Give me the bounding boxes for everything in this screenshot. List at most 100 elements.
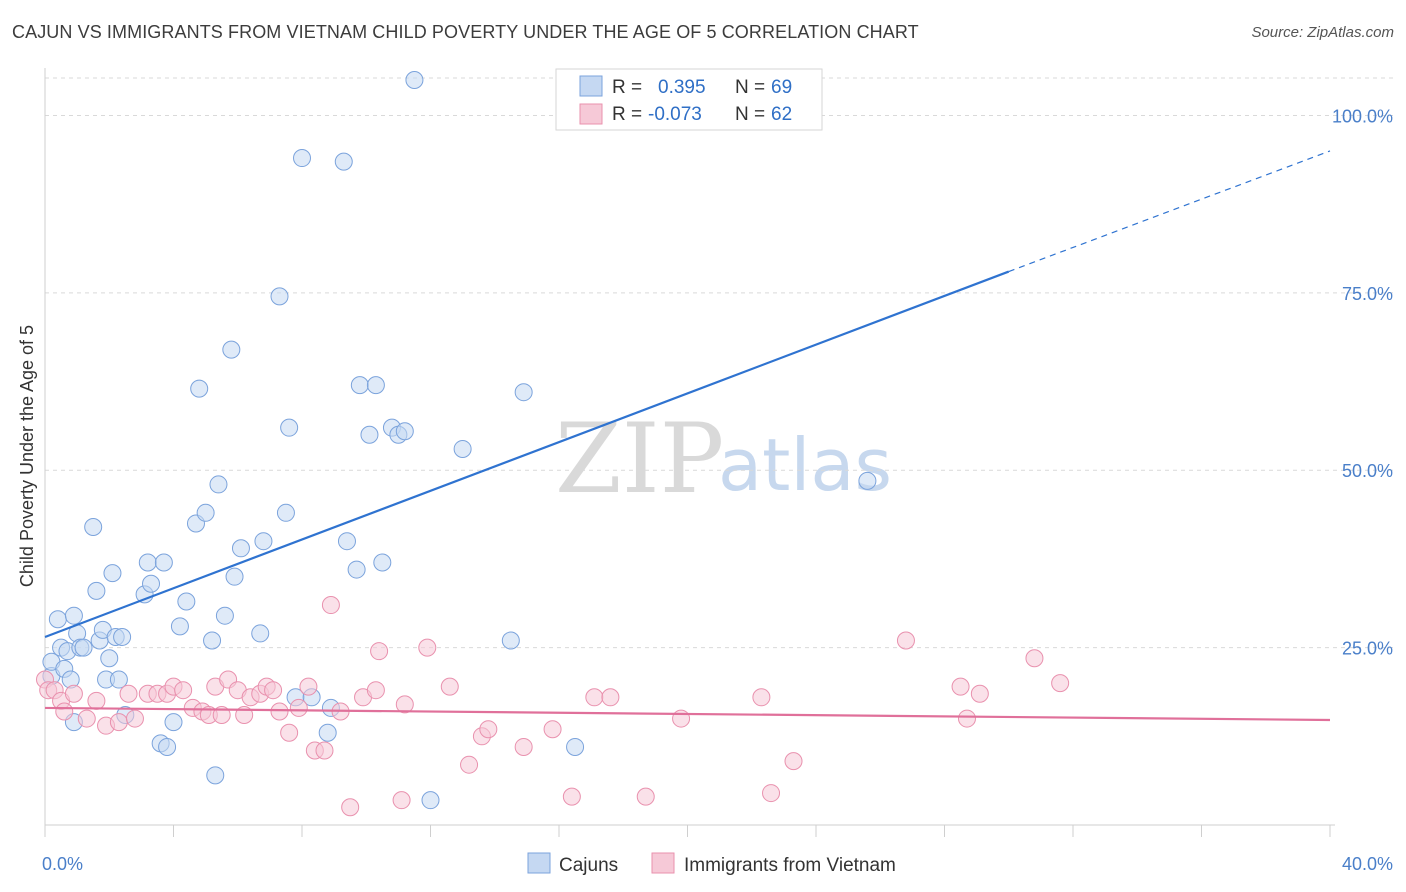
cajun-point [334,152,353,171]
cajun-point [177,592,196,611]
vietnam-point [366,681,385,700]
bottom-legend-label-cajun: Cajuns [559,855,618,876]
vietnam-point [601,688,620,707]
watermark-zip: ZIP [555,403,724,515]
vietnam-point [119,684,138,703]
cajun-point [276,503,295,522]
cajun-point [48,610,67,629]
legend-swatch-cajun [579,75,603,97]
cajun-point [270,287,289,306]
cajun-point [566,737,585,756]
vietnam-point [125,709,144,728]
legend-n-label-vietnam: N = [735,104,765,125]
legend-n-value-cajun: 69 [771,77,792,98]
cajun-trend-extension [1008,150,1331,273]
legend-r-value-vietnam: -0.073 [648,104,702,125]
vietnam-point [418,638,437,657]
vietnam-point [370,642,389,661]
grid-lines [45,77,1395,649]
cajun-point [347,560,366,579]
bottom-legend-label-vietnam: Immigrants from Vietnam [684,855,896,876]
cajun-point [453,439,472,458]
cajun-point [337,532,356,551]
cajun-point [225,567,244,586]
vietnam-point [672,709,691,728]
vietnam-point [77,709,96,728]
cajun-point [87,581,106,600]
x-tick-label: 0.0% [42,854,83,874]
vietnam-point [341,798,360,817]
cajun-point [215,606,234,625]
vietnam-point [212,706,231,725]
cajun-point [113,627,132,646]
vietnam-point [392,791,411,810]
vietnam-trend-line [44,706,1331,722]
cajun-point [254,532,273,551]
x-tick-label: 40.0% [1342,854,1393,874]
vietnam-point [460,755,479,774]
cajun-point [154,553,173,572]
bottom-legend-swatch-cajun [527,852,551,874]
legend-r-label-cajun: R = [612,77,642,98]
cajun-point [360,425,379,444]
cajun-point [405,71,424,89]
vietnam-point [762,784,781,803]
bottom-legend-swatch-vietnam [651,852,675,874]
legend-r-value-cajun: 0.395 [658,77,706,98]
cajun-point [109,670,128,689]
cajun-trend-line [44,270,1010,639]
vietnam-point [174,681,193,700]
legend-n-value-vietnam: 62 [771,104,792,125]
vietnam-point [1051,674,1070,693]
y-tick-label: 100.0% [1332,106,1393,126]
cajun-point [373,553,392,572]
cajun-point [421,791,440,810]
vietnam-point [970,684,989,703]
cajun-point [366,376,385,395]
legend-r-label-vietnam: R = [612,104,642,125]
cajun-point [190,379,209,398]
y-tick-label: 75.0% [1342,284,1393,304]
cajun-point [209,475,228,494]
cajun-point [203,631,222,650]
axes [44,68,1335,837]
y-tick-label: 25.0% [1342,639,1393,659]
source-label: Source: ZipAtlas.com [1251,24,1394,41]
vietnam-point [395,695,414,714]
y-tick-labels: 25.0% 50.0% 75.0% 100.0% [1332,106,1393,658]
vietnam-point [951,677,970,696]
vietnam-point [514,737,533,756]
vietnam-point [55,702,74,721]
vietnam-point [636,787,655,806]
vietnam-point [321,596,340,615]
vietnam-point [479,720,498,739]
x-tick-labels: 0.0% 40.0% [42,854,1393,874]
vietnam-point [87,691,106,710]
vietnam-point [896,631,915,650]
chart-title: CAJUN VS IMMIGRANTS FROM VIETNAM CHILD P… [12,22,919,42]
cajun-point [100,649,119,668]
correlation-legend: R = 0.395 N = 69 R = -0.073 N = 62 [555,68,823,131]
cajun-point [280,418,299,437]
legend-n-label-cajun: N = [735,77,765,98]
vietnam-point [752,688,771,707]
cajun-point [395,422,414,441]
vietnam-point [440,677,459,696]
vietnam-point [315,741,334,760]
cajun-point [206,766,225,785]
vietnam-point [957,709,976,728]
cajun-point [64,606,83,625]
cajun-point [74,638,93,657]
cajun-point [158,737,177,756]
cajun-point [501,631,520,650]
cajun-point [84,518,103,536]
vietnam-point [289,698,308,717]
cajun-point [103,564,122,583]
vietnam-point [264,681,283,700]
cajun-point [231,539,250,558]
trend-lines [44,150,1331,722]
cajun-point [170,617,189,636]
cajun-point [164,713,183,732]
cajun-point [251,624,270,643]
